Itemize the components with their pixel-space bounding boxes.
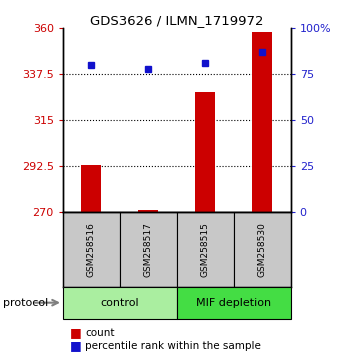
Text: MIF depletion: MIF depletion (196, 298, 271, 308)
Bar (120, 212, 177, 287)
Bar (138, 210, 158, 212)
Text: count: count (85, 328, 115, 338)
Bar (63, 287, 177, 319)
Bar (195, 92, 215, 212)
Bar (177, 212, 234, 287)
Text: GSM258517: GSM258517 (144, 222, 153, 277)
Bar (234, 212, 291, 287)
Text: GSM258515: GSM258515 (201, 222, 210, 277)
Text: control: control (101, 298, 139, 308)
Title: GDS3626 / ILMN_1719972: GDS3626 / ILMN_1719972 (90, 14, 264, 27)
Bar (63, 212, 120, 287)
Bar (81, 165, 101, 212)
Text: protocol: protocol (3, 298, 49, 308)
Bar (177, 287, 291, 319)
Text: ■: ■ (70, 326, 82, 339)
Bar (252, 33, 272, 212)
Text: GSM258530: GSM258530 (258, 222, 267, 277)
Text: GSM258516: GSM258516 (87, 222, 96, 277)
Text: ■: ■ (70, 339, 82, 352)
Text: percentile rank within the sample: percentile rank within the sample (85, 341, 261, 351)
